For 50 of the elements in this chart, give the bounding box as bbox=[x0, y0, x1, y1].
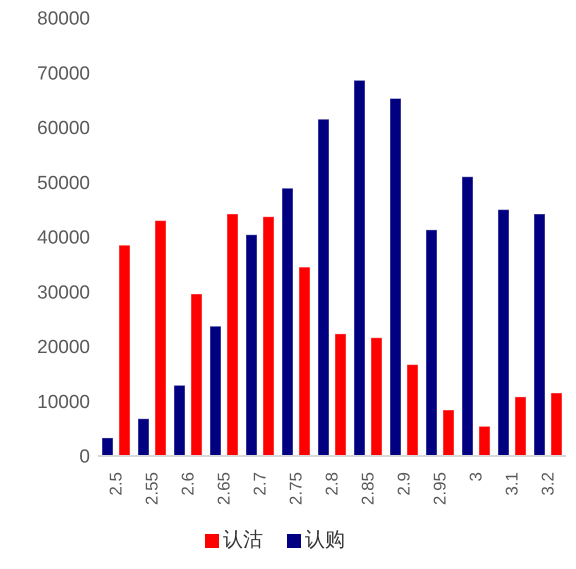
bar bbox=[390, 98, 402, 456]
bar bbox=[138, 418, 150, 456]
bar bbox=[102, 437, 114, 456]
x-tick-label: 2.7 bbox=[250, 472, 270, 496]
bar bbox=[514, 396, 526, 456]
x-tick-label: 2.5 bbox=[106, 472, 126, 496]
x-tick-label: 2.6 bbox=[178, 472, 198, 496]
bar bbox=[426, 229, 438, 456]
bar bbox=[226, 214, 238, 456]
y-tick-label: 40000 bbox=[37, 228, 90, 249]
x-tick-label: 3.2 bbox=[538, 472, 558, 496]
x-tick-label: 2.95 bbox=[430, 472, 450, 506]
bar bbox=[174, 384, 186, 456]
legend-label: 认购 bbox=[305, 529, 345, 551]
x-tick-label: 3.1 bbox=[502, 472, 522, 496]
bar bbox=[462, 176, 474, 456]
x-tick-label: 2.55 bbox=[142, 472, 162, 506]
bar bbox=[282, 188, 294, 456]
x-tick-label: 2.8 bbox=[322, 472, 342, 496]
bar bbox=[406, 364, 418, 456]
y-tick-label: 50000 bbox=[37, 172, 90, 194]
y-tick-label: 60000 bbox=[37, 118, 90, 140]
bar bbox=[550, 392, 562, 456]
y-tick-label: 30000 bbox=[37, 282, 90, 304]
y-tick-label: 70000 bbox=[37, 63, 90, 84]
bar bbox=[262, 216, 274, 456]
bar bbox=[298, 266, 310, 456]
x-tick-label: 3 bbox=[466, 472, 486, 482]
x-tick-label: 2.85 bbox=[358, 472, 378, 506]
x-tick-label: 2.65 bbox=[214, 472, 234, 506]
x-tick-label: 2.75 bbox=[286, 472, 306, 506]
bar bbox=[478, 426, 490, 456]
bar bbox=[534, 214, 546, 456]
bar bbox=[442, 410, 454, 456]
y-tick-label: 10000 bbox=[37, 392, 90, 413]
legend-label: 认沽 bbox=[223, 529, 263, 551]
bar bbox=[118, 244, 130, 456]
bar bbox=[154, 220, 166, 456]
x-tick-label: 2.9 bbox=[394, 472, 414, 496]
bar bbox=[246, 234, 258, 456]
y-tick-label: 20000 bbox=[37, 337, 90, 358]
bar bbox=[498, 209, 510, 456]
bar bbox=[370, 337, 382, 456]
bar bbox=[334, 333, 346, 456]
bar bbox=[318, 118, 330, 456]
bar bbox=[354, 80, 366, 456]
bar bbox=[210, 326, 222, 456]
y-tick-label: 80000 bbox=[37, 8, 90, 30]
bar bbox=[190, 293, 202, 456]
y-tick-label: 0 bbox=[79, 446, 90, 468]
